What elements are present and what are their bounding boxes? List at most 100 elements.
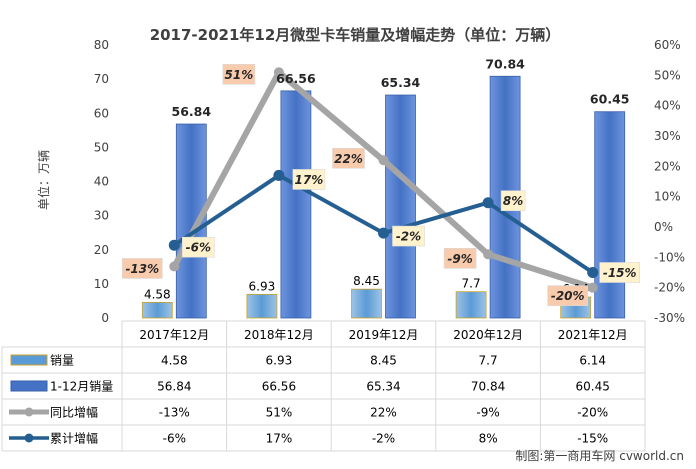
category-label: 2021年12月	[558, 328, 628, 342]
bar-label-cumulative: 56.84	[172, 104, 212, 119]
bar-cumulative-sales	[594, 111, 626, 319]
y2-tick-label: 20%	[654, 159, 681, 173]
y-axis-label: 单位：万辆	[36, 150, 51, 210]
legend-series-name: 同比增幅	[50, 405, 98, 420]
table-cell: 7.7	[479, 354, 498, 368]
cumulative-label-box	[182, 236, 215, 258]
point-cumulative-growth	[587, 267, 599, 278]
y2-tick-label: -10%	[654, 250, 685, 264]
legend-series-name: 1-12月销量	[50, 380, 113, 394]
table-cell: 4.58	[161, 354, 188, 368]
bar-label-monthly: 8.45	[353, 274, 380, 288]
y-tick-label: 10	[94, 277, 109, 291]
table-cell: 6.14	[579, 354, 606, 368]
table-cell: 51%	[266, 406, 293, 420]
table-cell: 60.45	[576, 380, 610, 394]
legend-series-name: 销量	[50, 354, 74, 368]
bar-label-monthly: 4.58	[144, 287, 171, 301]
point-cumulative-growth	[378, 227, 389, 239]
y-tick-label: 70	[94, 72, 109, 86]
table-cell: -15%	[577, 432, 608, 446]
point-yoy-growth	[273, 67, 284, 78]
point-yoy-growth	[169, 261, 180, 272]
point-yoy-growth	[587, 282, 598, 293]
cumulative-label-box	[599, 262, 641, 283]
legend-swatch	[10, 354, 48, 366]
footer-credit: 制图:第一商用车网 cvworld.cn	[515, 448, 684, 463]
y-tick-label: 50	[94, 140, 109, 154]
bar-monthly-sales	[351, 288, 382, 319]
y2-tick-label: 30%	[654, 129, 681, 143]
line-cumulative-growth	[173, 173, 594, 275]
cumulative-label: -2%	[396, 230, 421, 244]
category-label: 2020年12月	[453, 328, 523, 342]
bar-monthly-sales	[455, 291, 487, 319]
table-cell: 8%	[479, 432, 498, 446]
bar-cumulative-sales	[385, 94, 416, 319]
table-cell: 22%	[370, 406, 397, 420]
table-cell: 56.84	[157, 380, 191, 394]
table-cell: -13%	[159, 406, 190, 420]
table-cell: 66.56	[262, 380, 296, 394]
legend-series-name: 累计增幅	[50, 431, 98, 446]
bar-cumulative-sales	[280, 90, 312, 319]
cumulative-label: -15%	[603, 266, 637, 280]
y2-tick-label: 50%	[654, 68, 681, 82]
yoy-label-box	[222, 64, 256, 85]
line-yoy-growth	[171, 69, 594, 291]
legend-swatch	[10, 380, 48, 392]
table-cell: 6.93	[266, 354, 293, 368]
table-cell: -6%	[163, 432, 186, 446]
category-label: 2017年12月	[139, 328, 209, 342]
cumulative-label-box	[292, 169, 326, 190]
y2-tick-label: 0%	[654, 220, 673, 234]
table-cell: -9%	[476, 406, 499, 420]
bar-label-cumulative: 70.84	[485, 56, 525, 71]
point-yoy-growth	[378, 155, 389, 166]
y2-tick-label: -20%	[654, 281, 685, 295]
yoy-label-box	[332, 147, 365, 169]
cumulative-label: -6%	[186, 241, 211, 255]
bar-label-cumulative: 65.34	[381, 75, 421, 90]
y2-tick-label: 40%	[654, 99, 681, 113]
y-tick-label: 60	[94, 106, 109, 120]
table-cell: 17%	[266, 432, 293, 446]
table-cell: -2%	[372, 432, 395, 446]
table-cell: -20%	[577, 406, 608, 420]
yoy-label-box	[443, 248, 477, 269]
y-tick-label: 0	[101, 311, 109, 325]
y2-tick-label: 60%	[654, 38, 681, 52]
point-cumulative-growth	[168, 239, 180, 251]
cumulative-label-box	[392, 225, 425, 247]
bar-monthly-sales	[246, 293, 278, 319]
yoy-label: -9%	[447, 252, 472, 266]
y-tick-label: 20	[94, 243, 109, 257]
y-tick-label: 80	[94, 38, 109, 52]
cumulative-label: 8%	[503, 194, 523, 208]
yoy-label-box	[122, 258, 163, 279]
legend-marker	[24, 433, 34, 443]
y-tick-label: 30	[94, 209, 109, 223]
table-cell: 8.45	[370, 354, 397, 368]
table-cell: 70.84	[471, 380, 505, 394]
yoy-label: -20%	[551, 289, 585, 303]
bar-label-monthly: 7.7	[462, 277, 481, 291]
yoy-label: -13%	[125, 262, 159, 276]
cumulative-label-box	[500, 190, 526, 212]
bar-label-monthly: 6.93	[249, 279, 276, 293]
bar-label-cumulative: 60.45	[590, 92, 630, 107]
yoy-label: 22%	[334, 152, 363, 166]
table-cell: 65.34	[366, 380, 400, 394]
cumulative-label: 17%	[295, 173, 324, 187]
yoy-label-box	[547, 285, 589, 306]
bar-label-cumulative: 66.56	[276, 71, 316, 86]
y2-tick-label: -30%	[654, 311, 685, 325]
y-tick-label: 40	[94, 175, 109, 189]
point-cumulative-growth	[482, 197, 494, 209]
chart-title: 2017-2021年12月微型卡车销量及增幅走势（单位：万辆）	[150, 26, 561, 44]
point-cumulative-growth	[273, 169, 285, 181]
category-label: 2018年12月	[244, 328, 314, 342]
category-label: 2019年12月	[349, 328, 419, 342]
legend-marker	[24, 407, 34, 417]
